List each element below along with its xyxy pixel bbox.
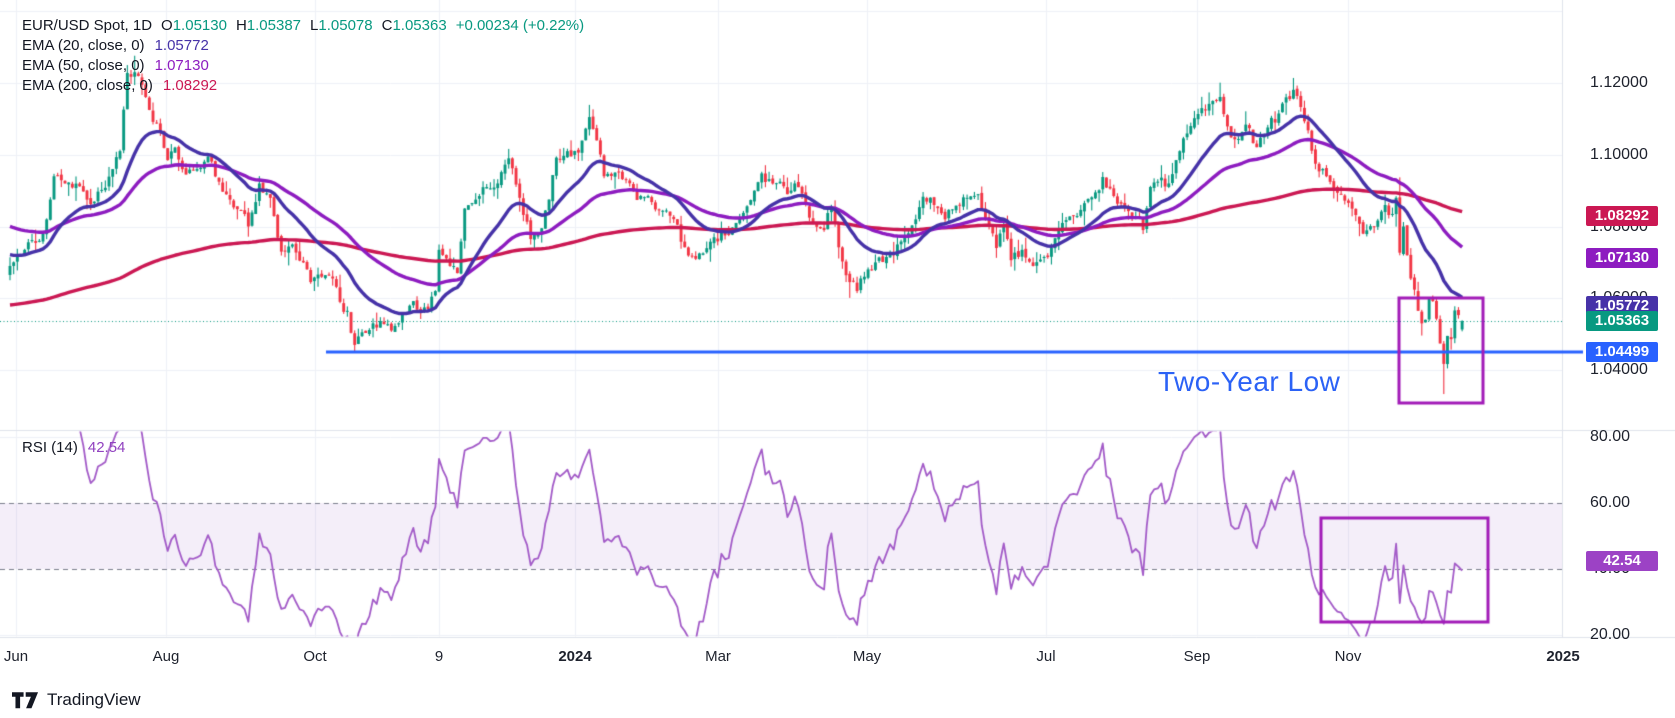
close-value: 1.05363 [392,17,447,34]
indicator-value: 1.05772 [154,37,209,54]
indicator-value: 1.07130 [154,57,209,74]
price-axis-label: 1.12000 [1590,74,1648,91]
indicator-value: 1.08292 [162,77,218,94]
open-label: O [161,17,173,34]
price-badge: 1.08292 [1586,206,1658,227]
rsi-value: 42.54 [87,439,126,456]
high-value: 1.05387 [246,17,302,34]
tradingview-logo-icon [12,691,39,708]
two-year-low-annotation[interactable]: Two-Year Low [1158,366,1341,397]
open-value: 1.05130 [172,17,227,34]
price-badge: 1.05363 [1586,311,1658,332]
rsi-legend-row[interactable]: RSI (14) 42.54 [22,438,125,458]
rsi-axis-label: 20.00 [1590,626,1631,643]
tradingview-logo-text: TradingView [47,690,141,709]
indicator-label: EMA (50, close, 0) [22,57,145,74]
indicator-legend-row-ema200[interactable]: EMA (200, close, 0) 1.08292 [22,76,584,96]
high-label: H [235,17,247,34]
time-axis-label[interactable]: Jul [1036,648,1056,665]
price-axis-label: 1.10000 [1590,145,1648,163]
price-badge: 1.04499 [1586,342,1658,363]
time-axis-label[interactable]: Aug [152,648,180,665]
price-axis-label: 1.04000 [1590,361,1648,378]
rsi-value-badge: 42.54 [1586,550,1658,571]
indicator-legend-row-ema20[interactable]: EMA (20, close, 0) 1.05772 [22,36,584,56]
low-value: 1.05078 [318,17,373,34]
time-axis-label[interactable]: Jun [3,648,29,665]
time-axis-label[interactable]: Nov [1334,648,1362,665]
tradingview-logo[interactable]: TradingView [12,690,141,710]
time-axis-label[interactable]: 9 [434,648,444,665]
time-axis-label[interactable]: Mar [705,648,731,665]
symbol-legend-row[interactable]: EUR/USD Spot, 1D O1.05130 H1.05387 L1.05078… [22,16,584,36]
symbol-title: EUR/USD Spot, 1D [22,17,153,34]
time-axis-label[interactable]: Sep [1183,648,1211,665]
rsi-axis-label: 60.00 [1590,494,1631,511]
indicator-label: EMA (200, close, 0) [22,77,153,94]
time-axis-label[interactable]: 2024 [558,648,592,665]
rsi-axis-label: 80.00 [1590,428,1631,445]
chart-legend: EUR/USD Spot, 1D O1.05130 H1.05387 L1.05078… [22,16,584,96]
rsi-label: RSI (14) [22,439,78,456]
indicator-legend-rows: EMA (20, close, 0) 1.05772 EMA (50, close,… [22,36,584,96]
change-value: +0.00234 (+0.22%) [455,17,585,34]
price-badge: 1.07130 [1586,247,1658,268]
close-label: C [381,17,393,34]
indicator-label: EMA (20, close, 0) [22,37,145,54]
time-axis[interactable] [0,640,1675,675]
low-label: L [310,17,319,34]
time-axis-label[interactable]: Oct [303,648,327,665]
time-axis-label[interactable]: 2025 [1546,648,1580,665]
time-axis-label[interactable]: May [852,648,882,665]
indicator-legend-row-ema50[interactable]: EMA (50, close, 0) 1.07130 [22,56,584,76]
